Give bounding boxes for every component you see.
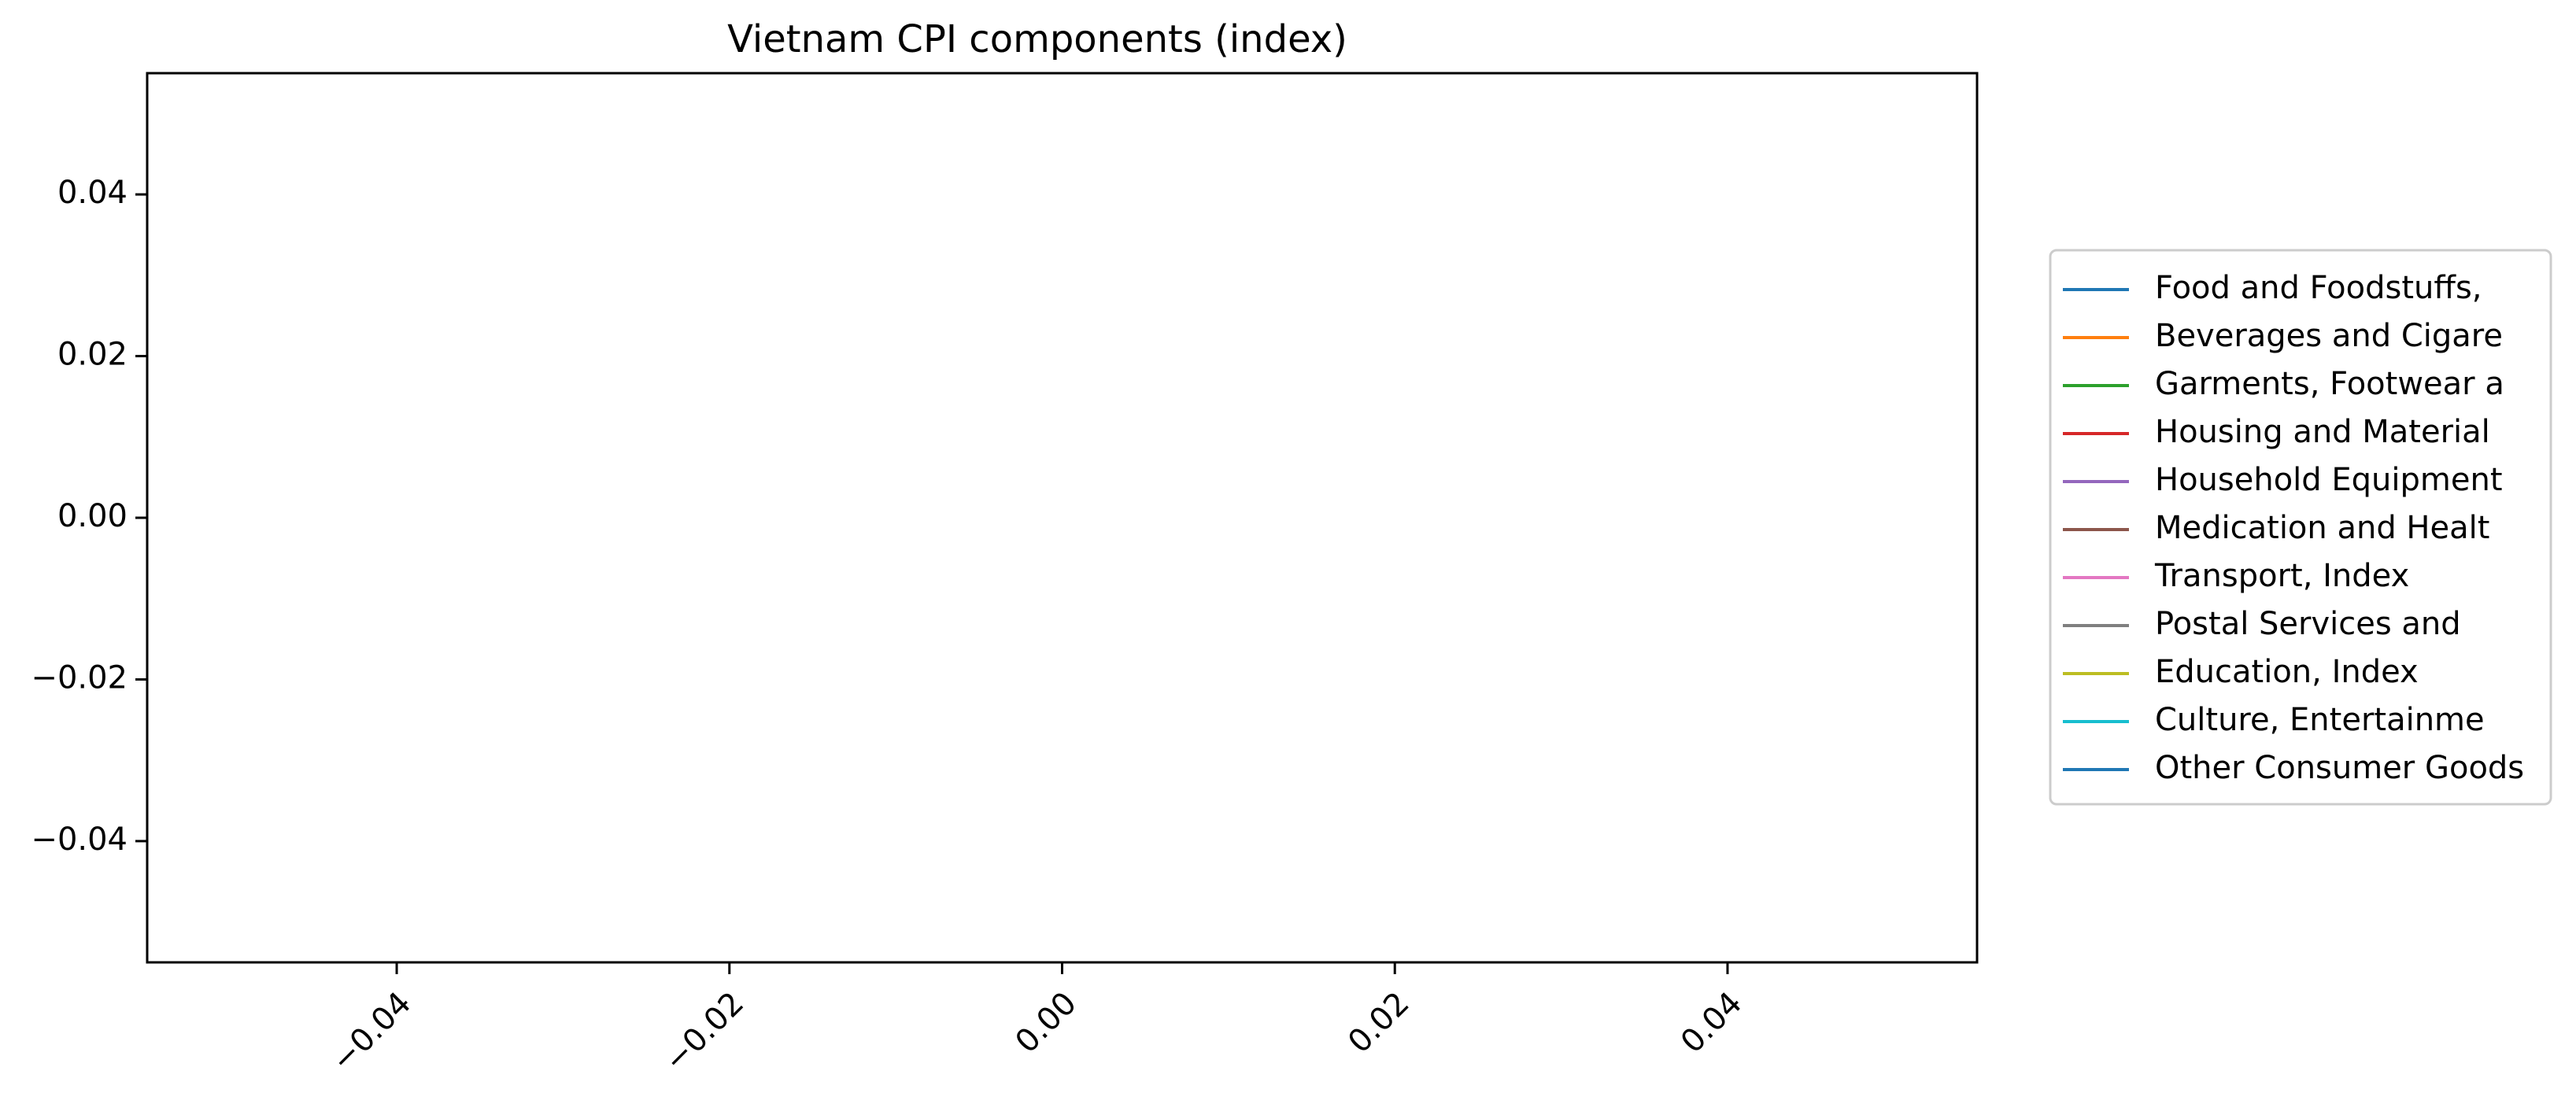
y-tick-label: −0.04: [31, 822, 128, 858]
plot-area: [146, 72, 1979, 964]
y-tick-label: 0.02: [57, 337, 128, 373]
legend-label: Medication and Healt: [2155, 510, 2489, 546]
legend-label: Other Consumer Goods: [2155, 750, 2524, 786]
y-tick-label: −0.02: [31, 659, 128, 696]
legend-label: Education, Index: [2155, 654, 2419, 690]
chart-title: Vietnam CPI components (index): [727, 17, 1347, 61]
legend: Food and Foodstuffs, Beverages and Cigare…: [2049, 249, 2552, 806]
legend-box: [2049, 249, 2552, 806]
legend-label: Food and Foodstuffs,: [2155, 270, 2482, 306]
legend-label: Garments, Footwear a: [2155, 366, 2504, 402]
legend-label: Culture, Entertainme: [2155, 702, 2485, 738]
legend-label: Household Equipment: [2155, 462, 2503, 498]
y-tick-label: 0.04: [57, 175, 128, 211]
legend-label: Postal Services and: [2155, 606, 2461, 642]
legend-label: Transport, Index: [2154, 558, 2409, 594]
legend-label: Beverages and Cigare: [2155, 318, 2503, 354]
y-tick-label: 0.00: [57, 498, 128, 534]
legend-label: Housing and Material: [2155, 414, 2490, 450]
y-axis: 0.04 0.02 0.00 −0.02 −0.04: [31, 175, 147, 858]
